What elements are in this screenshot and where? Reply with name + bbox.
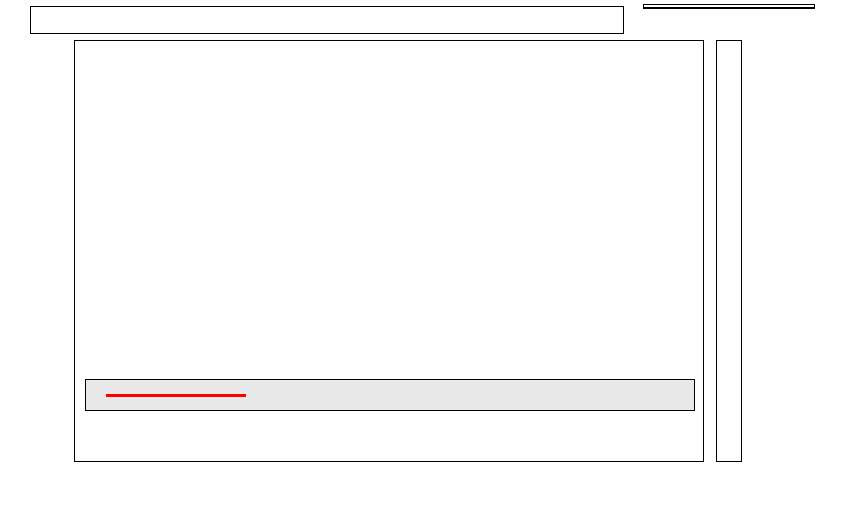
stats-box	[643, 4, 815, 9]
plot-frame	[74, 40, 704, 462]
stats-name	[644, 5, 814, 8]
root-plot: { "title": "<u - uP> versus tuP => dw fo…	[0, 0, 843, 522]
fit-legend	[85, 379, 695, 411]
plot-title	[30, 6, 624, 34]
legend-line-sample	[106, 394, 246, 397]
z-palette	[716, 40, 742, 462]
